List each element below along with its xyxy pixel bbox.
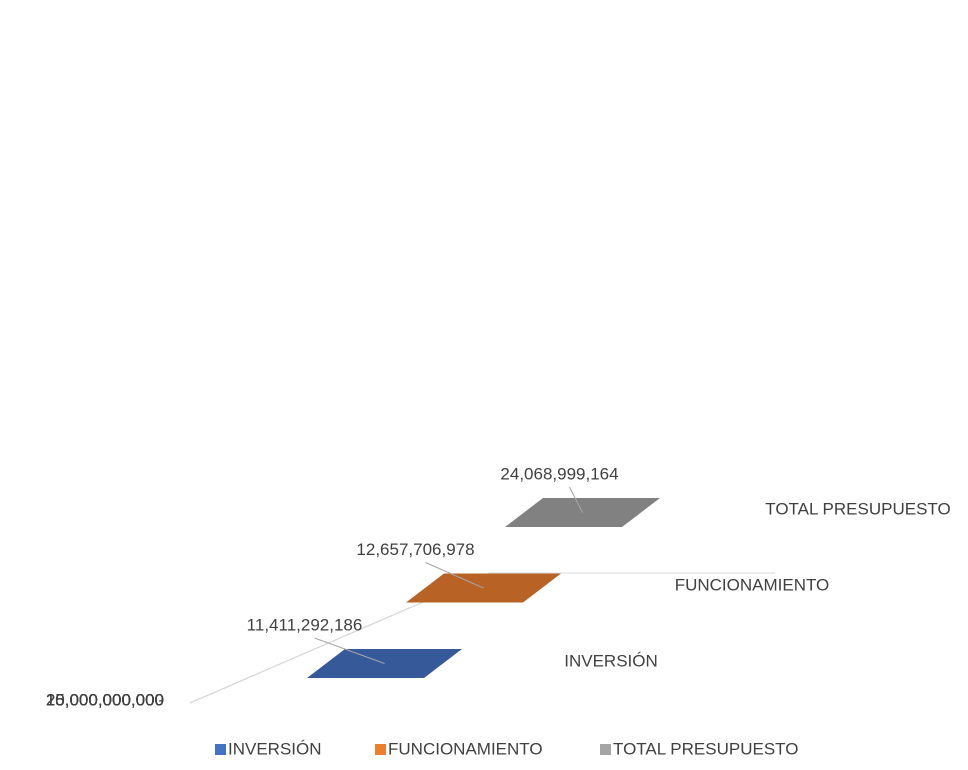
category-label: FUNCIONAMIENTO bbox=[675, 575, 830, 594]
y-tick-label: 20,000,000,000 bbox=[46, 690, 164, 709]
grid-line bbox=[189, 572, 775, 704]
leader-line bbox=[425, 562, 484, 589]
y-tick-label: 15,000,000,000 bbox=[46, 690, 164, 709]
leader-line bbox=[569, 486, 583, 513]
data-label: 11,411,292,186 bbox=[247, 615, 363, 634]
legend-swatch bbox=[600, 744, 611, 755]
category-label: INVERSIÓN bbox=[564, 651, 658, 670]
y-tick-label: - bbox=[158, 690, 164, 709]
y-tick-label: 5,000,000,000 bbox=[55, 690, 164, 709]
legend-swatch bbox=[375, 744, 386, 755]
data-label: 24,068,999,164 bbox=[500, 464, 618, 483]
legend-label: INVERSIÓN bbox=[228, 739, 322, 758]
y-tick-label: 25,000,000,000 bbox=[46, 690, 164, 709]
data-label: 12,657,706,978 bbox=[356, 540, 474, 559]
legend-swatch bbox=[215, 744, 226, 755]
category-label: TOTAL PRESUPUESTO bbox=[765, 499, 950, 518]
legend-label: TOTAL PRESUPUESTO bbox=[613, 739, 798, 758]
legend-label: FUNCIONAMIENTO bbox=[388, 739, 543, 758]
leader-line bbox=[314, 637, 385, 664]
y-tick-label: 10,000,000,000 bbox=[46, 690, 164, 709]
